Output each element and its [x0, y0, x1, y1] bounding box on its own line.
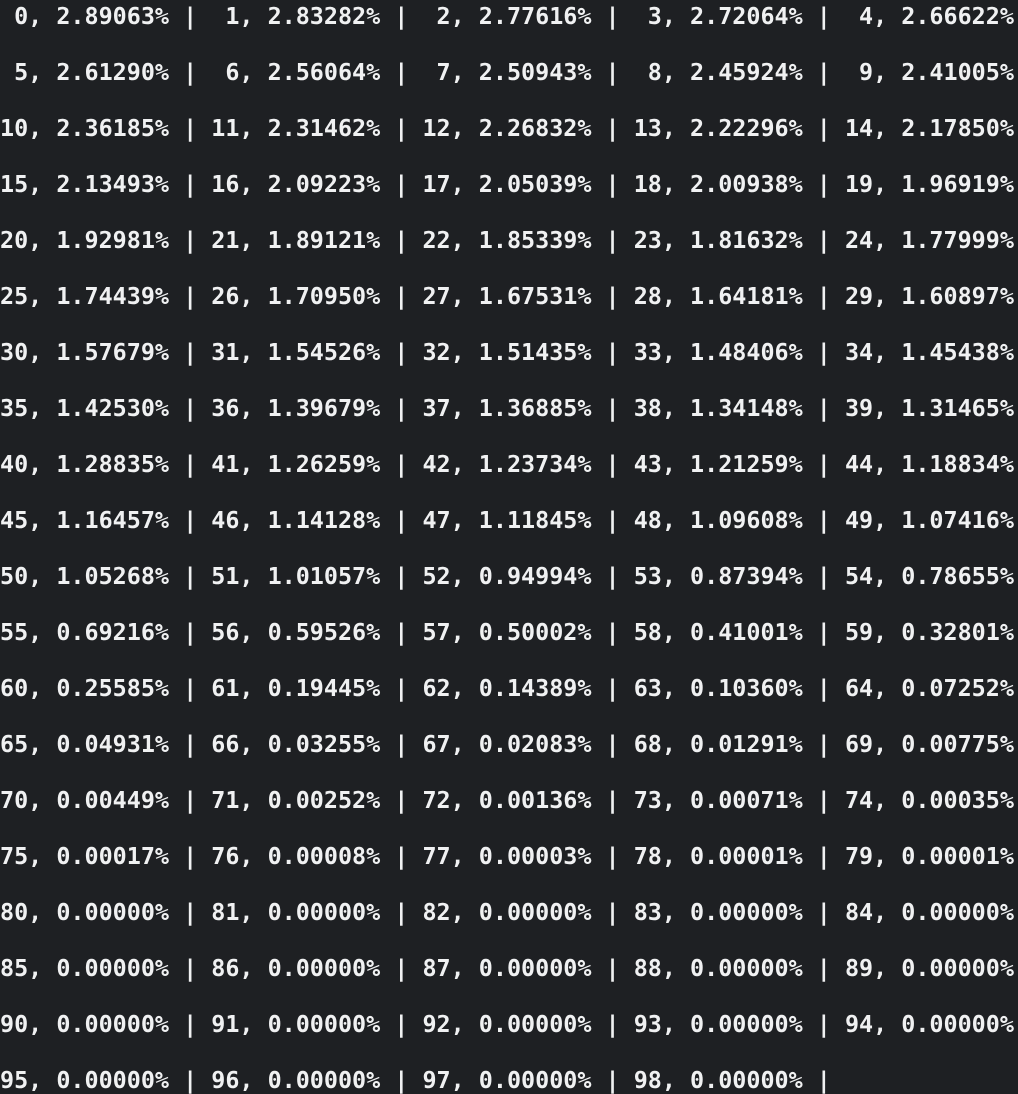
output-line: 20, 1.92981% | 21, 1.89121% | 22, 1.8533… — [0, 226, 1014, 254]
output-line: 10, 2.36185% | 11, 2.31462% | 12, 2.2683… — [0, 114, 1014, 142]
output-line: 60, 0.25585% | 61, 0.19445% | 62, 0.1438… — [0, 674, 1014, 702]
output-line: 30, 1.57679% | 31, 1.54526% | 32, 1.5143… — [0, 338, 1014, 366]
output-line: 35, 1.42530% | 36, 1.39679% | 37, 1.3688… — [0, 394, 1014, 422]
output-line: 75, 0.00017% | 76, 0.00008% | 77, 0.0000… — [0, 842, 1014, 870]
output-line: 25, 1.74439% | 26, 1.70950% | 27, 1.6753… — [0, 282, 1014, 310]
output-line: 90, 0.00000% | 91, 0.00000% | 92, 0.0000… — [0, 1010, 1014, 1038]
output-line: 85, 0.00000% | 86, 0.00000% | 87, 0.0000… — [0, 954, 1014, 982]
output-line: 55, 0.69216% | 56, 0.59526% | 57, 0.5000… — [0, 618, 1014, 646]
output-line: 45, 1.16457% | 46, 1.14128% | 47, 1.1184… — [0, 506, 1014, 534]
output-line: 65, 0.04931% | 66, 0.03255% | 67, 0.0208… — [0, 730, 1014, 758]
output-line: 40, 1.28835% | 41, 1.26259% | 42, 1.2373… — [0, 450, 1014, 478]
output-line: 0, 2.89063% | 1, 2.83282% | 2, 2.77616% … — [0, 2, 1014, 30]
output-line: 15, 2.13493% | 16, 2.09223% | 17, 2.0503… — [0, 170, 1014, 198]
output-line: 70, 0.00449% | 71, 0.00252% | 72, 0.0013… — [0, 786, 1014, 814]
output-line: 95, 0.00000% | 96, 0.00000% | 97, 0.0000… — [0, 1066, 831, 1094]
output-line: 50, 1.05268% | 51, 1.01057% | 52, 0.9499… — [0, 562, 1014, 590]
output-line: 80, 0.00000% | 81, 0.00000% | 82, 0.0000… — [0, 898, 1014, 926]
output-line: 5, 2.61290% | 6, 2.56064% | 7, 2.50943% … — [0, 58, 1014, 86]
